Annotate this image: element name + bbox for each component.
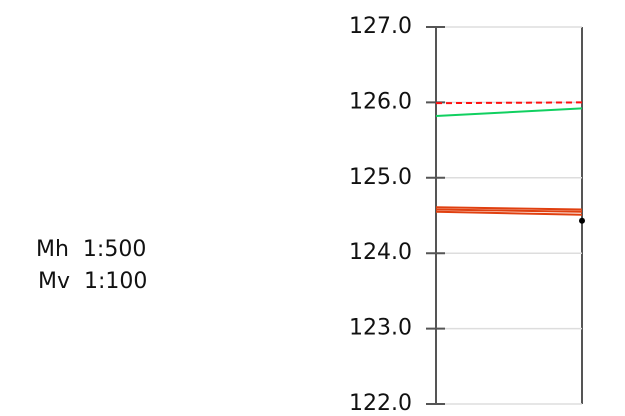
y-tick-label: 122.0	[349, 391, 412, 416]
y-tick-label: 127.0	[349, 14, 412, 39]
y-tick-label: 125.0	[349, 165, 412, 190]
line	[435, 101, 583, 105]
line	[435, 210, 583, 216]
y-tick-label: 124.0	[349, 240, 412, 265]
point	[579, 217, 585, 224]
annotation: Mv 1:100	[38, 269, 147, 294]
line	[435, 107, 583, 117]
line	[435, 208, 583, 213]
y-tick-label: 123.0	[349, 316, 412, 341]
y-tick-label: 126.0	[349, 89, 412, 114]
line	[435, 206, 583, 211]
annotation: Mh 1:500	[36, 237, 146, 262]
